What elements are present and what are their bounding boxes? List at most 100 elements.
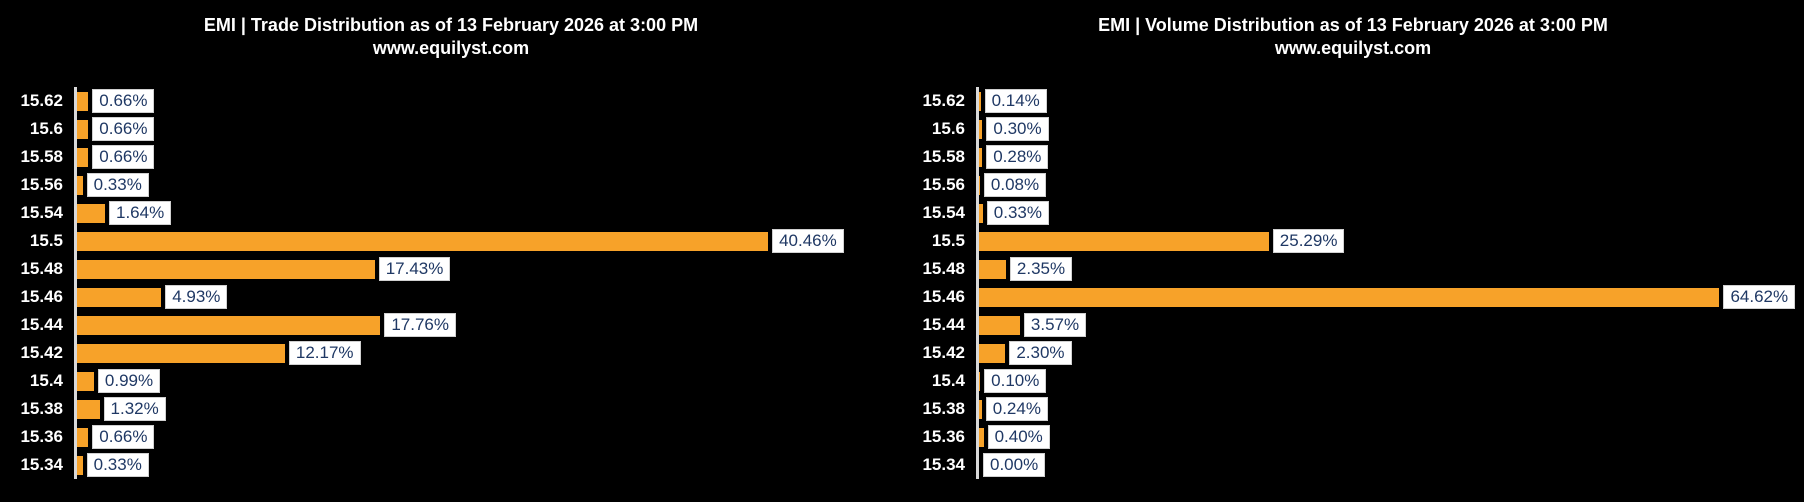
y-tick-label: 15.36 <box>922 427 965 446</box>
bar-row: 15.48 17.43% <box>0 255 902 283</box>
bar-track: 0.66% <box>74 143 902 171</box>
bar-value-label: 0.30% <box>986 117 1049 141</box>
bar-value-label: 0.33% <box>86 173 149 197</box>
bar-row: 15.56 0.33% <box>0 171 902 199</box>
bar-value-label: 0.28% <box>986 145 1049 169</box>
y-tick-label: 15.62 <box>20 91 63 110</box>
bar-value-label: 0.66% <box>92 145 155 169</box>
bar-row: 15.58 0.28% <box>902 143 1804 171</box>
bar <box>77 343 285 363</box>
bar <box>77 315 381 335</box>
bar-row: 15.38 1.32% <box>0 395 902 423</box>
bar-value-label: 17.76% <box>384 313 457 337</box>
bar-track: 4.93% <box>74 283 902 311</box>
bar-row: 15.58 0.66% <box>0 143 902 171</box>
bar-row: 15.44 17.76% <box>0 311 902 339</box>
y-tick-label: 15.4 <box>29 371 63 390</box>
y-tick-label: 15.56 <box>922 175 965 194</box>
bar <box>979 427 984 447</box>
bar-track: 0.00% <box>976 451 1804 479</box>
bar <box>979 315 1020 335</box>
bar-value-label: 2.30% <box>1009 341 1072 365</box>
bar-row: 15.62 0.14% <box>902 87 1804 115</box>
bar <box>77 175 83 195</box>
bar <box>979 91 981 111</box>
volume-distribution-chart: EMI | Volume Distribution as of 13 Febru… <box>902 0 1804 502</box>
y-tick-label: 15.54 <box>20 203 63 222</box>
bar-track: 17.76% <box>74 311 902 339</box>
y-tick-label: 15.6 <box>29 119 63 138</box>
bar-row: 15.38 0.24% <box>902 395 1804 423</box>
bar-track: 2.30% <box>976 339 1804 367</box>
bar-track: 64.62% <box>976 283 1804 311</box>
bar-track: 0.28% <box>976 143 1804 171</box>
bar-row: 15.5 25.29% <box>902 227 1804 255</box>
y-tick-label: 15.62 <box>922 91 965 110</box>
bar-value-label: 25.29% <box>1272 229 1345 253</box>
bar <box>77 91 89 111</box>
bar <box>77 287 162 307</box>
y-tick-label: 15.58 <box>20 147 63 166</box>
bar-value-label: 40.46% <box>772 229 844 253</box>
bar-value-label: 2.35% <box>1009 257 1073 281</box>
y-tick-label: 15.46 <box>922 287 965 306</box>
bar-track: 25.29% <box>976 227 1804 255</box>
bar-row: 15.62 0.66% <box>0 87 902 115</box>
y-tick-label: 15.44 <box>20 315 63 334</box>
bar-row: 15.5 40.46% <box>0 227 902 255</box>
bar-track: 0.33% <box>74 451 902 479</box>
y-tick-label: 15.4 <box>931 371 965 390</box>
y-tick-label: 15.56 <box>20 175 63 194</box>
y-tick-label: 15.44 <box>922 315 965 334</box>
y-tick-label: 15.54 <box>922 203 965 222</box>
bar-track: 0.66% <box>74 115 902 143</box>
y-tick-label: 15.48 <box>922 259 965 278</box>
chart-title: EMI | Volume Distribution as of 13 Febru… <box>1098 15 1608 35</box>
bar-track: 1.32% <box>74 395 902 423</box>
bar-value-label: 0.10% <box>984 369 1047 393</box>
bar <box>77 147 89 167</box>
bar-value-label: 4.93% <box>165 285 228 309</box>
y-tick-label: 15.42 <box>20 343 63 362</box>
bar <box>77 119 89 139</box>
bar-row: 15.54 1.64% <box>0 199 902 227</box>
bar <box>77 231 769 251</box>
bar-track: 3.57% <box>976 311 1804 339</box>
bar <box>77 455 83 475</box>
bar-row: 15.36 0.40% <box>902 423 1804 451</box>
bar-value-label: 1.64% <box>109 201 172 225</box>
bar-value-label: 17.43% <box>378 257 451 281</box>
bar-row: 15.42 2.30% <box>902 339 1804 367</box>
trade-distribution-chart: EMI | Trade Distribution as of 13 Februa… <box>0 15 902 479</box>
y-tick-label: 15.5 <box>931 231 965 250</box>
bar-value-label: 12.17% <box>288 341 361 365</box>
bar-track: 0.14% <box>976 87 1804 115</box>
bar-track: 0.24% <box>976 395 1804 423</box>
y-tick-label: 15.46 <box>20 287 63 306</box>
bar-track: 40.46% <box>74 227 902 255</box>
bar-track: 0.10% <box>976 367 1804 395</box>
bar-value-label: 0.14% <box>984 89 1047 113</box>
bar <box>979 259 1006 279</box>
bar <box>979 119 983 139</box>
volume-plot-area: 15.62 0.14% 15.6 0.30% 15.58 0.28% 15.56 0.08% 1… <box>902 87 1804 479</box>
y-tick-label: 15.38 <box>922 399 965 418</box>
bar-row: 15.46 64.62% <box>902 283 1804 311</box>
bar <box>979 287 1720 307</box>
y-tick-label: 15.58 <box>922 147 965 166</box>
y-tick-label: 15.34 <box>922 455 965 474</box>
bar-row: 15.34 0.00% <box>902 451 1804 479</box>
bar-track: 17.43% <box>74 255 902 283</box>
y-tick-label: 15.42 <box>922 343 965 362</box>
trade-plot-area: 15.62 0.66% 15.6 0.66% 15.58 0.66% 15.56 0.33% 1… <box>0 87 902 479</box>
bar-track: 12.17% <box>74 339 902 367</box>
bar-track: 0.33% <box>976 199 1804 227</box>
y-tick-label: 15.36 <box>20 427 63 446</box>
bar-value-label: 0.33% <box>986 201 1049 225</box>
bar-row: 15.46 4.93% <box>0 283 902 311</box>
bar-value-label: 0.66% <box>92 89 155 113</box>
bar-row: 15.6 0.66% <box>0 115 902 143</box>
bar-track: 0.40% <box>976 423 1804 451</box>
bar-row: 15.34 0.33% <box>0 451 902 479</box>
